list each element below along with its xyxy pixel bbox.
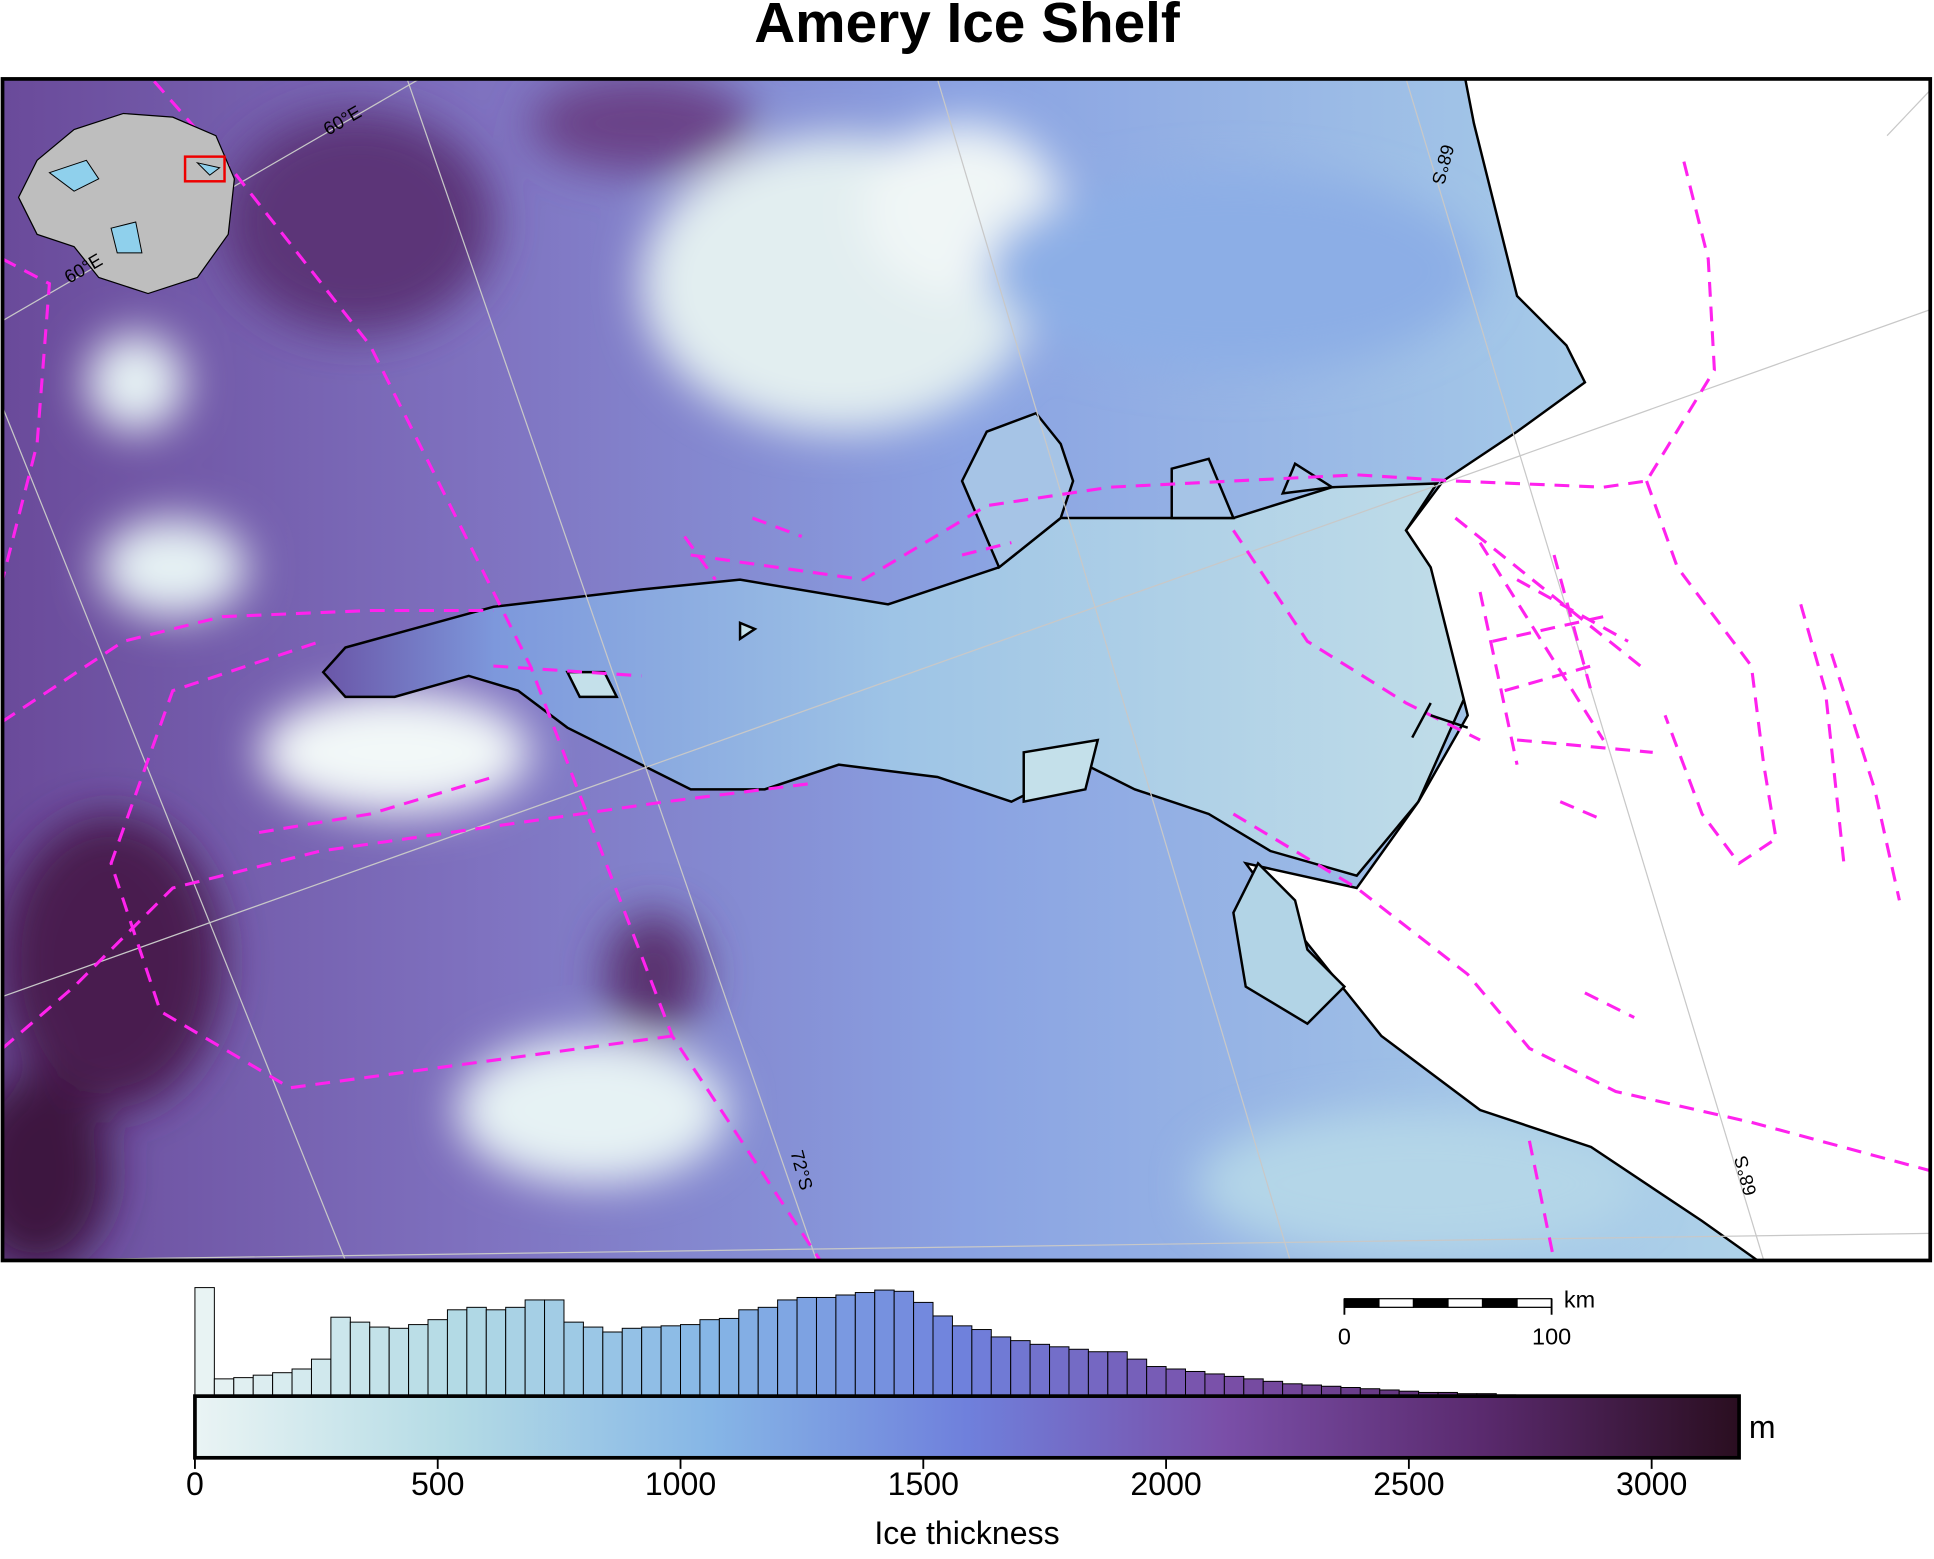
grounding-line-detail bbox=[1411, 702, 1469, 739]
histogram-bar bbox=[815, 1296, 837, 1397]
histogram-bar bbox=[1029, 1343, 1051, 1397]
histogram-bar bbox=[1243, 1378, 1264, 1397]
histogram-bar bbox=[291, 1368, 312, 1397]
inset-map: 60°E 60°E bbox=[17, 112, 236, 295]
histogram-bar bbox=[718, 1317, 740, 1397]
histogram-bar bbox=[757, 1306, 779, 1397]
histogram-bar bbox=[369, 1326, 390, 1397]
scale-tick-label: 100 bbox=[1532, 1323, 1571, 1349]
histogram-bar bbox=[582, 1326, 604, 1397]
colorbar: m Ice thickness 0 500 1000 1500 2000 2500 3000 bbox=[186, 1287, 1776, 1551]
histogram-bar bbox=[1204, 1373, 1225, 1397]
map-title: Amery Ice Shelf bbox=[754, 0, 1180, 55]
colorbar-unit: m bbox=[1749, 1409, 1776, 1445]
histogram-bar bbox=[427, 1319, 448, 1397]
histogram-bar bbox=[272, 1372, 293, 1397]
histogram-bar bbox=[330, 1316, 351, 1397]
histogram-bar bbox=[446, 1309, 468, 1397]
ocean bbox=[1242, 78, 1931, 1261]
colorbar-tick-label: 1500 bbox=[888, 1466, 959, 1502]
colorbar-ramp bbox=[193, 1394, 1741, 1460]
colorbar-tick-label: 0 bbox=[186, 1466, 204, 1502]
histogram-bar bbox=[1049, 1346, 1070, 1397]
histogram-bar bbox=[388, 1327, 410, 1397]
map-area bbox=[2, 78, 1931, 1261]
histogram-bar bbox=[505, 1306, 526, 1397]
colorbar-tick-label: 3000 bbox=[1616, 1466, 1687, 1502]
histogram-bar bbox=[544, 1299, 565, 1397]
map-frame bbox=[0, 77, 1933, 1263]
histogram-bar bbox=[1087, 1351, 1109, 1397]
histogram-bar bbox=[971, 1329, 992, 1397]
histogram-bar bbox=[233, 1377, 254, 1397]
histogram-bar bbox=[1126, 1358, 1148, 1397]
inlet bbox=[960, 411, 1075, 570]
colorbar-tick-label: 2500 bbox=[1373, 1466, 1444, 1502]
scale-unit: km bbox=[1564, 1286, 1595, 1312]
thickness-patches bbox=[2, 78, 1641, 1261]
scale-segment bbox=[1378, 1298, 1415, 1308]
histogram-bar bbox=[349, 1321, 371, 1397]
histogram-bar bbox=[310, 1358, 332, 1397]
histogram-bar bbox=[408, 1324, 429, 1397]
coast-feature bbox=[1232, 861, 1347, 1026]
colorbar-tick-label: 500 bbox=[411, 1466, 464, 1502]
histogram-bar bbox=[1185, 1370, 1206, 1397]
scale-segment bbox=[1481, 1298, 1518, 1308]
scale-segment bbox=[1516, 1298, 1553, 1308]
histogram-bar bbox=[563, 1321, 584, 1397]
inset-extent bbox=[183, 155, 226, 183]
track-lines bbox=[2, 80, 1931, 1261]
scale-bar: km 0 100 bbox=[1338, 1286, 1595, 1349]
histogram-bar bbox=[466, 1306, 487, 1397]
histogram-bar bbox=[213, 1378, 235, 1397]
histogram-bar bbox=[738, 1309, 759, 1397]
histogram-bar bbox=[621, 1327, 643, 1397]
histogram-bar bbox=[1010, 1340, 1031, 1397]
histogram-bar bbox=[796, 1296, 817, 1397]
ice-shelf bbox=[321, 482, 1470, 878]
histogram-bar bbox=[660, 1325, 682, 1397]
scale-segment bbox=[1343, 1298, 1380, 1308]
histogram-bar bbox=[932, 1315, 953, 1397]
histogram-bar bbox=[893, 1290, 915, 1397]
histogram-bar bbox=[951, 1325, 973, 1397]
colorbar-label: Ice thickness bbox=[874, 1515, 1059, 1551]
scale-tick-label: 0 bbox=[1338, 1323, 1351, 1349]
histogram-bar bbox=[913, 1301, 934, 1397]
histogram-bar bbox=[1068, 1348, 1089, 1397]
scale-segment bbox=[1447, 1298, 1484, 1308]
histogram-bar bbox=[854, 1292, 876, 1397]
histogram-bar bbox=[252, 1374, 274, 1397]
histogram-bar bbox=[485, 1309, 507, 1397]
histogram-bar bbox=[1107, 1351, 1128, 1397]
histogram-bar bbox=[1146, 1366, 1167, 1397]
colorbar-tick-label: 2000 bbox=[1130, 1466, 1201, 1502]
histogram-bar bbox=[874, 1289, 895, 1397]
histogram-bar bbox=[524, 1299, 546, 1397]
histogram-bar bbox=[680, 1324, 701, 1397]
scale-segment bbox=[1412, 1298, 1449, 1308]
histogram-bar bbox=[602, 1331, 623, 1397]
histogram-bar bbox=[1262, 1380, 1284, 1397]
colorbar-tick-label: 1000 bbox=[645, 1466, 716, 1502]
histogram-bar bbox=[194, 1287, 215, 1397]
histogram-bar bbox=[1223, 1375, 1245, 1397]
histogram-bar bbox=[777, 1299, 798, 1397]
histogram-bar bbox=[641, 1326, 662, 1397]
histogram-bar bbox=[1165, 1368, 1187, 1397]
histogram-bar bbox=[990, 1336, 1012, 1397]
histogram-bar bbox=[699, 1319, 720, 1397]
histogram-bar bbox=[835, 1294, 856, 1397]
